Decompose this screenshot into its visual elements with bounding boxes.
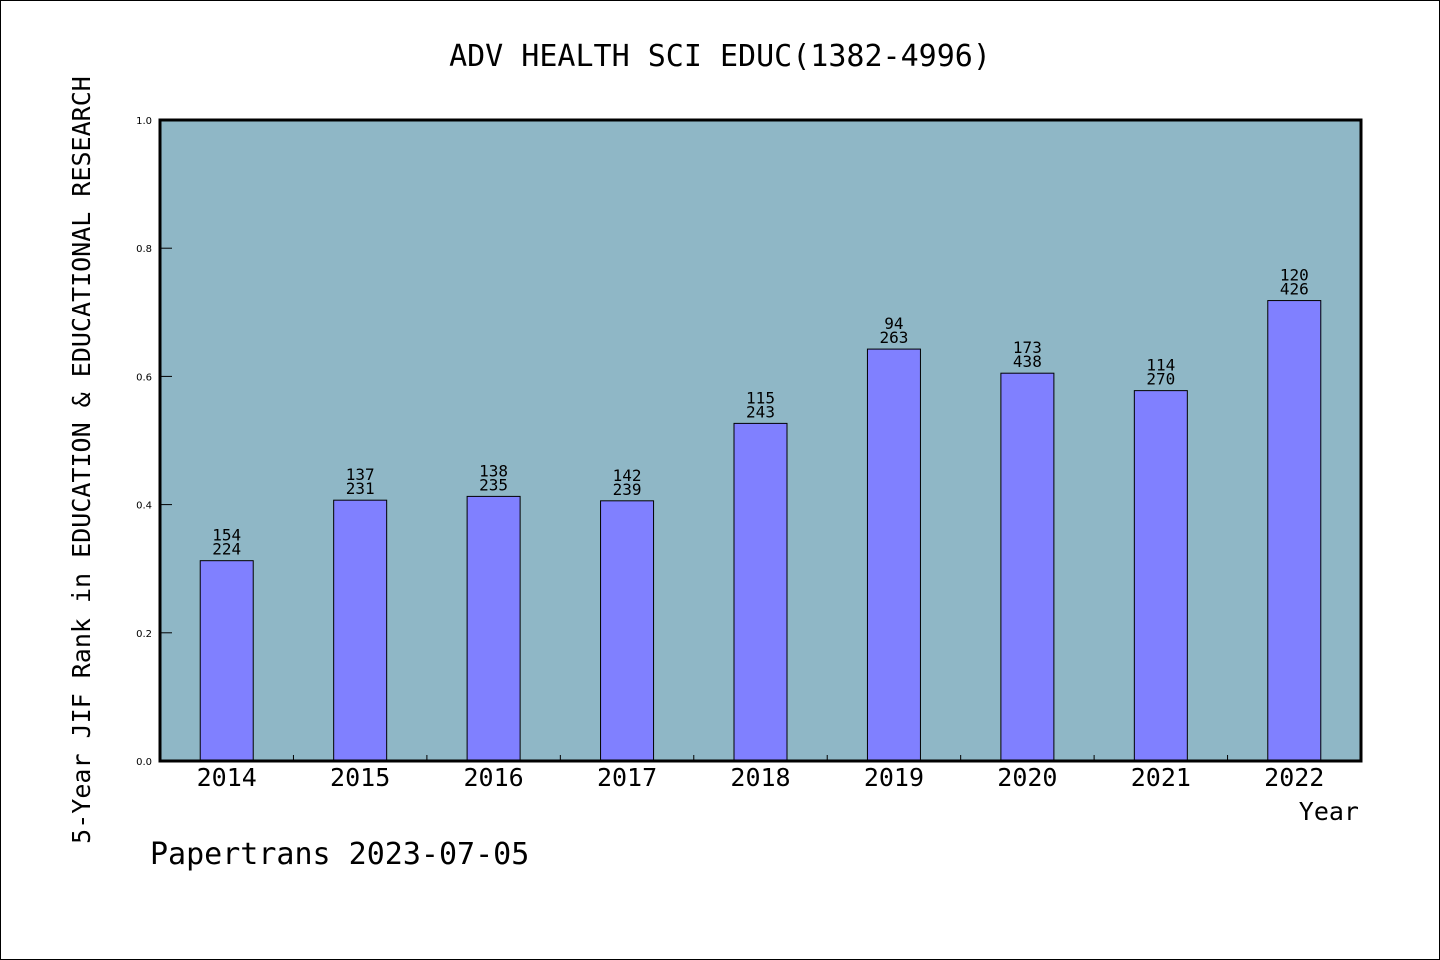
bar-total-label: 263 (879, 328, 908, 347)
x-tick-label: 2019 (864, 763, 924, 792)
bar-rank-label: 115 (746, 388, 775, 407)
bar-rank-label: 154 (212, 526, 241, 545)
bar-2015 (333, 499, 388, 762)
bar-rank-label: 138 (479, 461, 508, 480)
y-tick-label: 0.0 (136, 757, 152, 768)
bar-2017 (600, 500, 655, 762)
bar-total-label: 235 (479, 475, 508, 494)
y-tick-label: 1.0 (136, 116, 152, 127)
bar-2021 (1133, 390, 1188, 762)
y-axis-label: 5-Year JIF Rank in EDUCATION & EDUCATION… (67, 76, 96, 844)
bar-total-label: 270 (1146, 370, 1175, 389)
bar-rank-label: 94 (884, 314, 903, 333)
chart-title: ADV HEALTH SCI EDUC(1382-4996) (449, 39, 991, 74)
bar-rank-label: 142 (613, 466, 642, 485)
y-tick-label: 0.6 (136, 372, 152, 383)
plot-border (158, 118, 1363, 763)
bar-total-label: 426 (1280, 280, 1309, 299)
x-axis-label: Year (1299, 797, 1359, 826)
x-tick-label: 2022 (1264, 763, 1324, 792)
bar-2018 (733, 422, 788, 762)
bar-total-label: 438 (1013, 352, 1042, 371)
bar-rank-label: 137 (346, 465, 375, 484)
bar-2016 (466, 495, 521, 762)
footer-credit: Papertrans 2023-07-05 (150, 837, 529, 872)
bar-total-label: 243 (746, 402, 775, 421)
x-tick-label: 2021 (1131, 763, 1191, 792)
y-tick-label: 0.2 (136, 629, 152, 640)
bar-2019 (866, 348, 921, 762)
bar-2014 (199, 560, 254, 762)
bar-rank-label: 120 (1280, 266, 1309, 285)
bar-rank-label: 114 (1146, 356, 1175, 375)
bar-rank-label: 173 (1013, 338, 1042, 357)
x-tick-label: 2015 (330, 763, 390, 792)
y-tick-label: 0.4 (136, 501, 152, 512)
x-tick-label: 2018 (730, 763, 790, 792)
bar-total-label: 231 (346, 479, 375, 498)
x-axis-ticks: 2014 2015 2016 2017 2018 2019 2020 2021 2022 (197, 755, 1324, 792)
y-axis-ticks: 0.0 0.2 0.4 0.6 0.8 1.0 (136, 116, 172, 768)
bar-total-label: 239 (613, 480, 642, 499)
bar-2022 (1267, 300, 1322, 762)
bar-2020 (1000, 372, 1055, 762)
x-tick-label: 2014 (197, 763, 257, 792)
bars-group (199, 300, 1322, 762)
x-tick-label: 2020 (997, 763, 1057, 792)
x-tick-label: 2016 (464, 763, 524, 792)
y-tick-label: 0.8 (136, 244, 152, 255)
x-tick-label: 2017 (597, 763, 657, 792)
bar-total-label: 224 (212, 540, 241, 559)
